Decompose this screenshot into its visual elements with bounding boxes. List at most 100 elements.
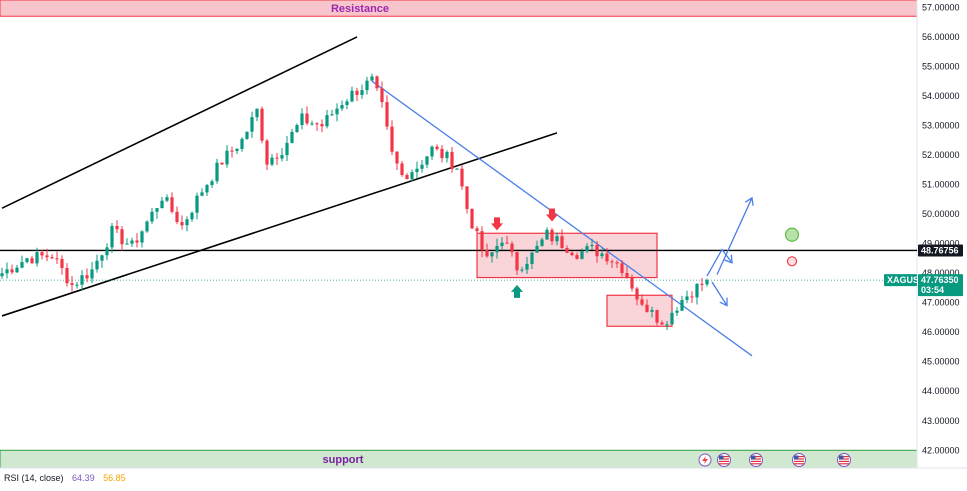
candle-body: [280, 155, 284, 159]
candle-body: [310, 123, 314, 125]
candle-body: [215, 162, 219, 182]
candle-body: [60, 259, 64, 269]
candle-body: [395, 151, 399, 164]
symbol-tag: XAGUSD: [884, 274, 926, 287]
y-tick-label: 43.00000: [922, 416, 960, 426]
y-tick-label: 55.00000: [922, 61, 960, 71]
candle-body: [175, 211, 179, 223]
y-tick-label: 49.00000: [922, 239, 960, 249]
candle-body: [260, 108, 264, 141]
candle-body: [290, 131, 294, 143]
candle-body: [10, 269, 14, 273]
candle-body: [560, 236, 564, 248]
candle-body: [255, 108, 259, 118]
candle-body: [550, 229, 554, 242]
candle-body: [575, 255, 579, 259]
candle-body: [120, 229, 124, 245]
candle-body: [400, 163, 404, 175]
candle-body: [520, 269, 524, 271]
up-arrow-marker: [511, 284, 523, 298]
candle-body: [70, 283, 74, 285]
markers-layer: [491, 208, 558, 298]
candle-body: [300, 113, 304, 126]
candle-body: [500, 242, 504, 246]
y-tick-label: 53.00000: [922, 120, 960, 130]
candle-body: [690, 296, 694, 298]
candle-body: [85, 275, 89, 279]
y-tick-label: 51.00000: [922, 180, 960, 190]
candle-body: [105, 247, 109, 256]
candle-body: [665, 324, 669, 326]
candle-body: [225, 150, 229, 165]
candle-body: [125, 243, 129, 245]
y-tick-label: 56.00000: [922, 32, 960, 42]
candle-body: [660, 322, 664, 325]
red-signal-dot: [786, 256, 798, 267]
svg-text:XAGUSD: XAGUSD: [887, 275, 926, 285]
trendline: [1, 132, 558, 317]
candle-body: [195, 195, 199, 213]
candle-body: [490, 252, 494, 257]
candle-body: [495, 245, 499, 253]
us-flag-event-icon: [837, 453, 851, 467]
candle-body: [430, 146, 434, 157]
resistance-label: Resistance: [331, 3, 389, 15]
svg-text:48.76756: 48.76756: [921, 245, 959, 255]
candle-body: [615, 262, 619, 264]
candle-body: [240, 138, 244, 149]
candle-body: [425, 156, 429, 165]
candles-layer: [0, 73, 709, 330]
projection-arrowhead: [719, 297, 728, 307]
candle-body: [285, 142, 289, 156]
consolidation-box: [476, 232, 658, 279]
support-zone: [0, 449, 918, 469]
candle-body: [595, 244, 599, 257]
candle-body: [630, 277, 634, 289]
candle-body: [295, 125, 299, 132]
candle-body: [330, 114, 334, 116]
candle-body: [210, 181, 214, 186]
candle-body: [545, 229, 549, 240]
trendline: [371, 80, 753, 357]
candle-body: [340, 105, 344, 109]
rsi-value: 64.39: [72, 473, 95, 483]
trendline: [1, 36, 358, 209]
candle-body: [55, 258, 59, 260]
candle-body: [655, 310, 659, 323]
y-tick-label: 46.00000: [922, 327, 960, 337]
y-tick-label: 47.00000: [922, 298, 960, 308]
candle-body: [375, 76, 379, 89]
candle-body: [535, 245, 539, 253]
projection-arrowhead: [724, 254, 733, 264]
candle-body: [245, 131, 249, 139]
candle-body: [50, 257, 54, 259]
candle-body: [605, 253, 609, 262]
candle-body: [155, 208, 159, 212]
candle-body: [75, 284, 79, 286]
down-arrow-marker: [546, 208, 558, 222]
rsi-ma-value: 56.85: [103, 473, 126, 483]
candle-body: [5, 269, 9, 274]
candle-body: [510, 243, 514, 253]
svg-text:03:54: 03:54: [921, 285, 944, 295]
support-label: support: [323, 454, 364, 466]
candle-body: [185, 219, 189, 226]
candle-body: [555, 236, 559, 242]
candle-body: [470, 208, 474, 229]
candle-body: [600, 253, 604, 257]
candle-body: [265, 140, 269, 165]
rsi-legend[interactable]: RSI (14, close) 64.39 56.85: [4, 473, 132, 483]
candle-body: [530, 252, 534, 264]
candle-body: [45, 255, 49, 258]
candle-body: [365, 80, 369, 91]
y-tick-label: 52.00000: [922, 150, 960, 160]
candle-body: [30, 258, 34, 264]
candle-body: [370, 76, 374, 81]
candle-body: [505, 242, 509, 244]
candle-body: [90, 269, 94, 279]
candle-body: [15, 267, 19, 273]
candle-body: [110, 225, 114, 248]
candle-body: [515, 252, 519, 271]
events-layer[interactable]: [698, 453, 851, 467]
